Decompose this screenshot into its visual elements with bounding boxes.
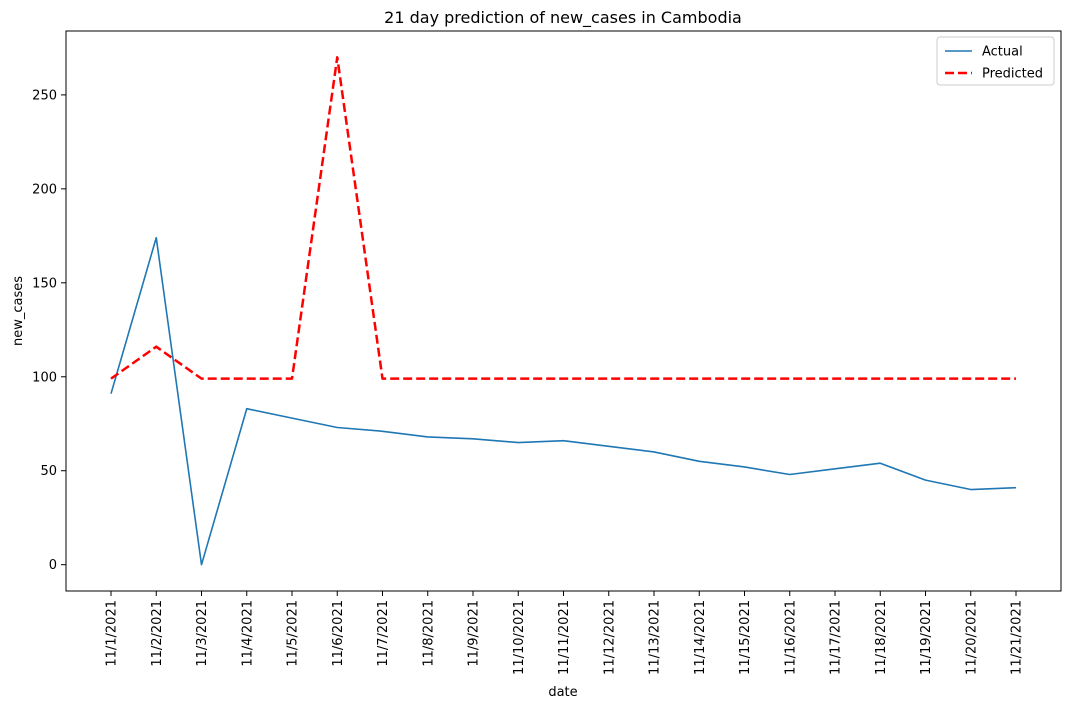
x-tick-label: 11/12/2021 bbox=[602, 600, 617, 675]
x-tick-label: 11/15/2021 bbox=[738, 600, 753, 675]
x-tick-label: 11/10/2021 bbox=[512, 600, 527, 675]
x-tick-label: 11/11/2021 bbox=[557, 600, 572, 675]
chart-title: 21 day prediction of new_cases in Cambod… bbox=[384, 8, 742, 28]
y-tick-label: 50 bbox=[40, 464, 57, 479]
series-line-predicted bbox=[110, 56, 1016, 380]
legend: Actual Predicted bbox=[936, 36, 1055, 86]
x-tick-label: 11/21/2021 bbox=[1010, 600, 1025, 675]
y-tick-label: 100 bbox=[32, 370, 57, 385]
x-tick-label: 11/14/2021 bbox=[693, 600, 708, 675]
y-axis-label: new_cases bbox=[11, 276, 26, 346]
x-tick-label: 11/19/2021 bbox=[919, 600, 934, 675]
legend-label: Predicted bbox=[982, 67, 1043, 82]
x-tick-label: 11/8/2021 bbox=[421, 600, 436, 667]
x-tick-label: 11/2/2021 bbox=[150, 600, 165, 667]
series-layer bbox=[110, 56, 1017, 566]
legend-label: Actual bbox=[982, 45, 1023, 60]
x-tick-label: 11/5/2021 bbox=[286, 600, 301, 667]
x-tick-label: 11/13/2021 bbox=[648, 600, 663, 675]
plot-area bbox=[65, 30, 1062, 592]
y-tick-label: 200 bbox=[32, 182, 57, 197]
x-axis: 11/1/2021 11/2/2021 11/3/2021 11/4/2021 11/5… bbox=[105, 591, 1025, 675]
y-axis: 0 50 100 150 200 250 bbox=[32, 88, 66, 573]
x-tick-label: 11/6/2021 bbox=[331, 600, 346, 667]
x-tick-label: 11/17/2021 bbox=[829, 600, 844, 675]
y-tick-label: 250 bbox=[32, 88, 57, 103]
x-tick-label: 11/7/2021 bbox=[376, 600, 391, 667]
x-tick-label: 11/20/2021 bbox=[964, 600, 979, 675]
series-line-actual bbox=[110, 236, 1017, 566]
y-tick-label: 150 bbox=[32, 276, 57, 291]
x-tick-label: 11/3/2021 bbox=[195, 600, 210, 667]
x-tick-label: 11/16/2021 bbox=[783, 600, 798, 675]
y-tick-label: 0 bbox=[49, 558, 57, 573]
x-tick-label: 11/4/2021 bbox=[240, 600, 255, 667]
x-tick-label: 11/18/2021 bbox=[874, 600, 889, 675]
x-tick-label: 11/1/2021 bbox=[105, 600, 120, 667]
x-tick-label: 11/9/2021 bbox=[467, 600, 482, 667]
x-axis-label: date bbox=[548, 685, 577, 700]
